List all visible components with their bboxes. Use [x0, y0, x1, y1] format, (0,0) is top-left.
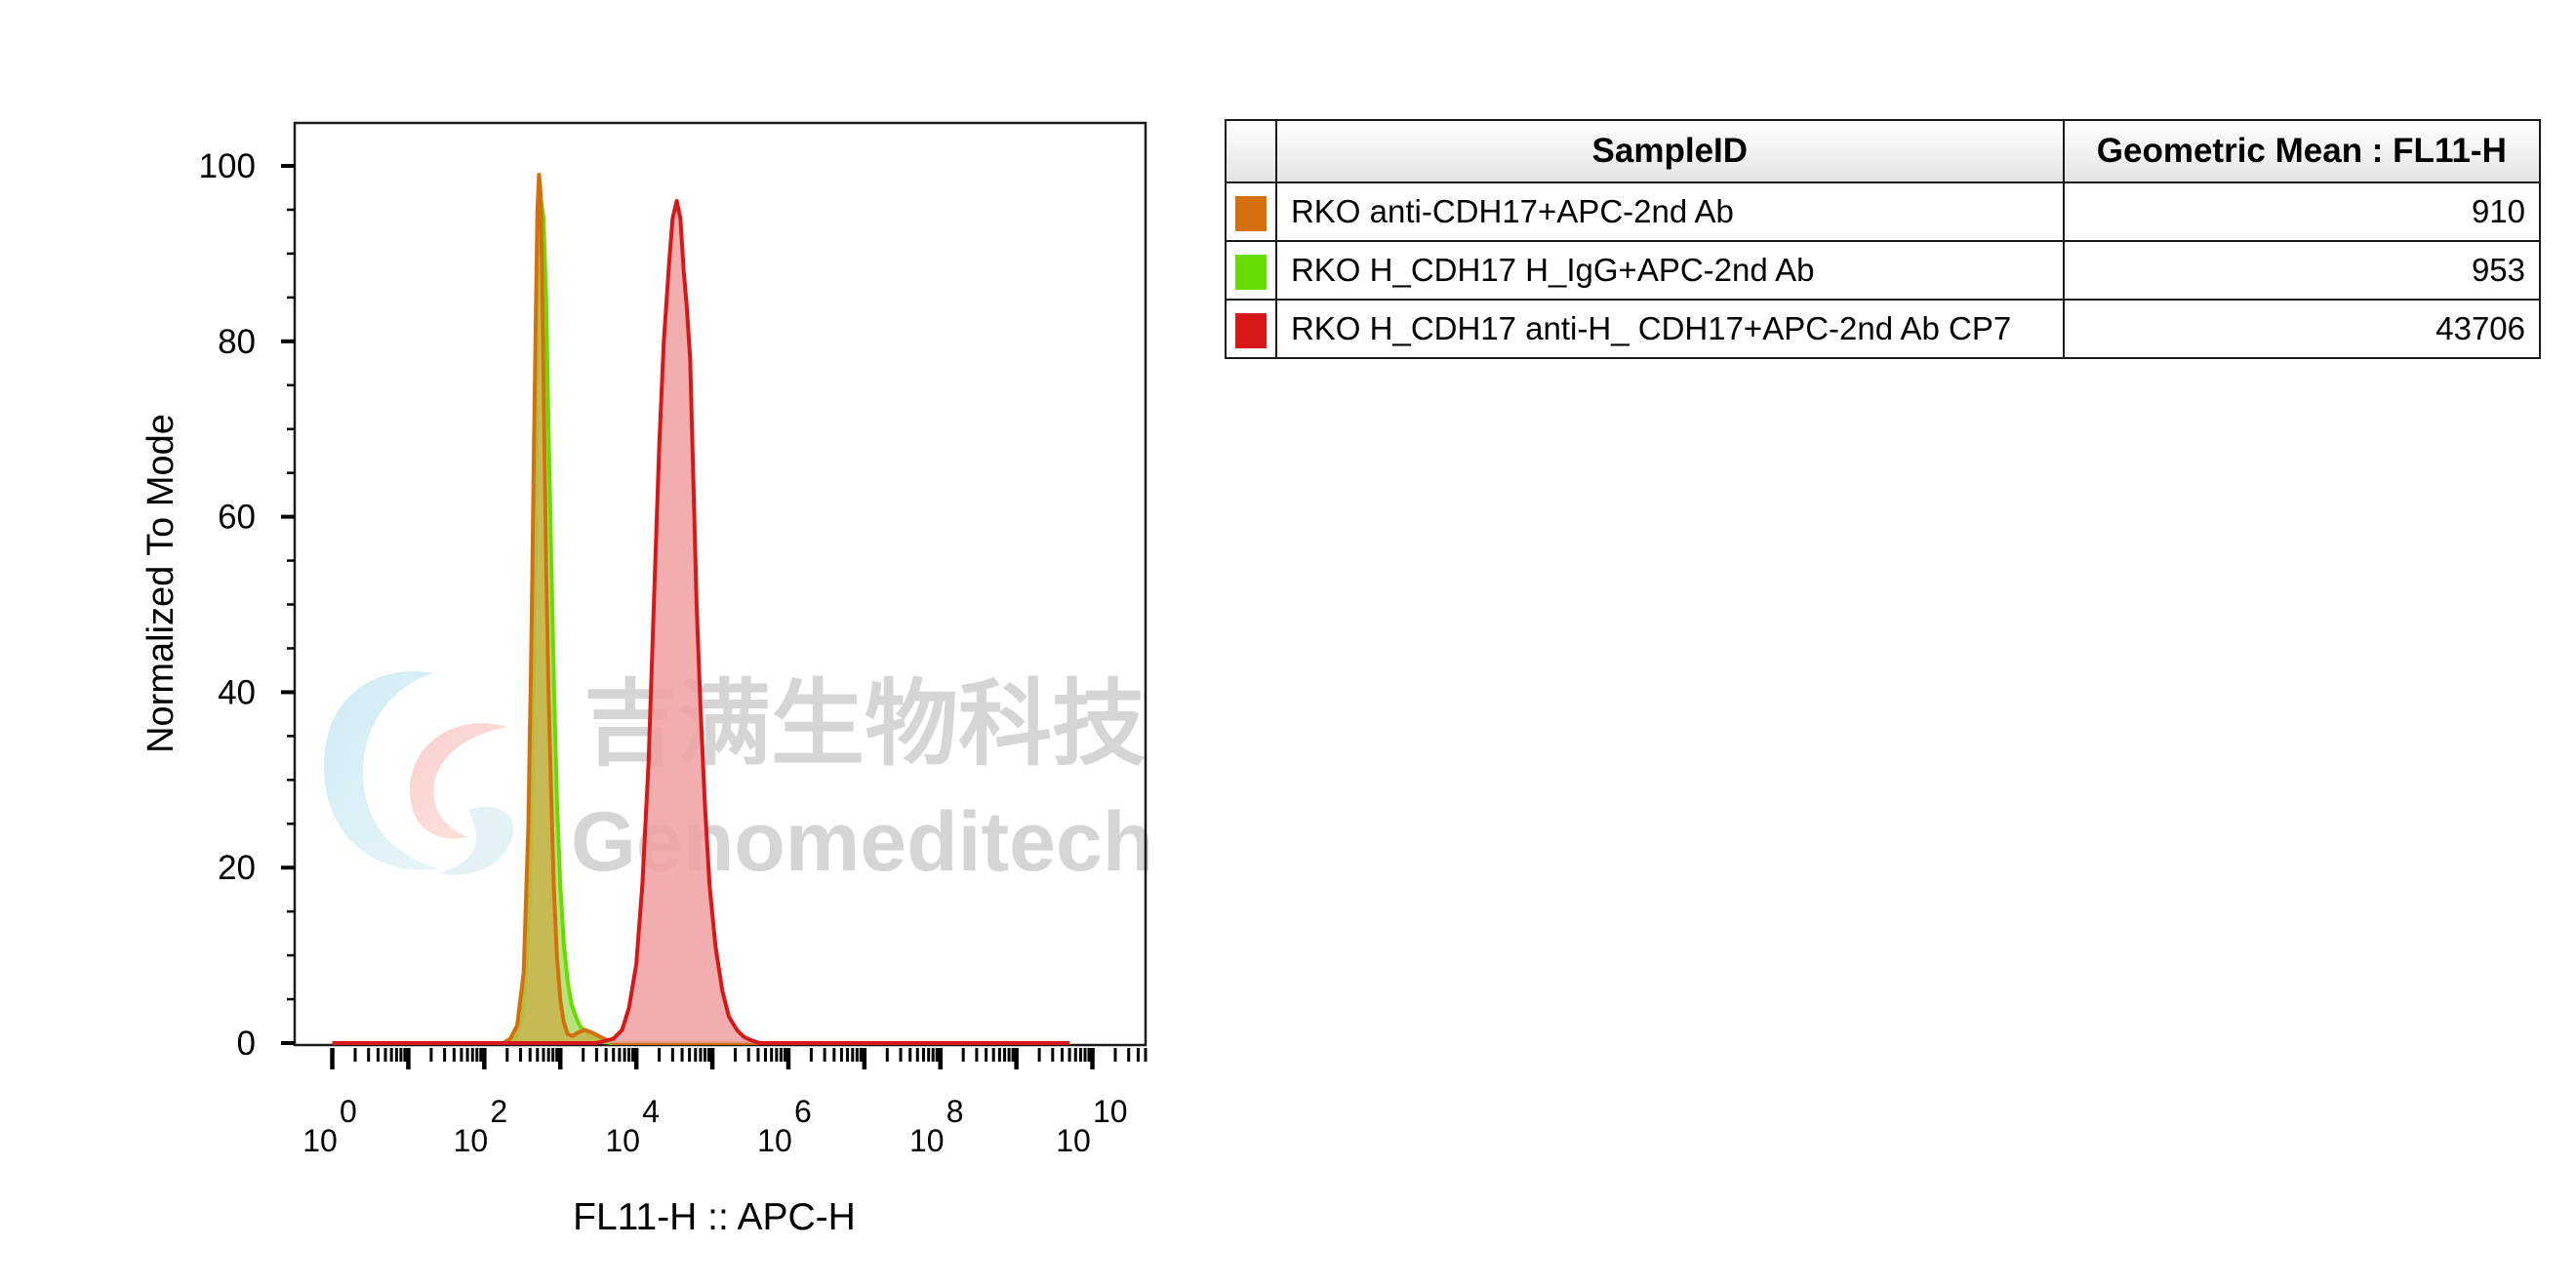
x-tick-label: 100 [302, 1094, 357, 1158]
legend-swatch-orange [1234, 195, 1267, 231]
legend-row: RKO H_CDH17 H_IgG+APC-2nd Ab 953 [1225, 240, 2542, 301]
y-tick-label: 40 [218, 673, 256, 711]
y-tick-label: 60 [218, 499, 256, 537]
legend-header-row: SampleID Geometric Mean : FL11-H [1225, 119, 2542, 183]
y-axis: 0 20 40 60 80 100 [199, 147, 295, 1063]
x-tick-label: 104 [605, 1094, 660, 1158]
series-layer [332, 173, 1070, 1045]
x-tick-label: 102 [454, 1094, 508, 1158]
x-tick-exponent: 2 [490, 1094, 507, 1129]
legend-header-sampleid: SampleID [1274, 119, 2065, 183]
plot-frame [293, 121, 1147, 1047]
x-tick-exponent: 10 [1093, 1094, 1128, 1129]
series-line-2 [332, 199, 1070, 1045]
legend-header-swatch [1225, 119, 1277, 183]
x-tick-exponent: 8 [946, 1094, 964, 1129]
x-tick-exponent: 4 [642, 1094, 660, 1129]
legend-sample-name: RKO anti-CDH17+APC-2nd Ab [1274, 181, 2065, 242]
watermark-logo [323, 670, 514, 875]
legend-sample-name: RKO H_CDH17 H_IgG+APC-2nd Ab [1274, 240, 2065, 301]
y-tick-label: 0 [237, 1025, 256, 1063]
legend-geomean-value: 910 [2062, 181, 2542, 242]
x-tick-label: 108 [909, 1094, 964, 1158]
y-axis-label: Normalized To Mode [141, 414, 181, 753]
y-tick-label: 100 [199, 147, 256, 185]
legend-header-geomean: Geometric Mean : FL11-H [2062, 119, 2542, 183]
legend-sample-name: RKO H_CDH17 anti-H_ CDH17+APC-2nd Ab CP7 [1274, 299, 2065, 359]
y-tick-label: 20 [218, 849, 256, 887]
series-fill-2 [332, 201, 1070, 1043]
x-tick-label: 106 [757, 1094, 812, 1158]
x-tick-base: 10 [1056, 1123, 1091, 1158]
legend-geomean-value: 953 [2062, 240, 2542, 301]
x-tick-exponent: 0 [340, 1094, 357, 1129]
x-tick-exponent: 6 [794, 1094, 812, 1129]
legend-swatch-green [1234, 254, 1267, 290]
legend-table: SampleID Geometric Mean : FL11-H RKO ant… [1225, 119, 2542, 359]
series-line-1 [332, 173, 1070, 1045]
legend-row: RKO H_CDH17 anti-H_ CDH17+APC-2nd Ab CP7… [1225, 299, 2542, 359]
legend-swatch-red [1234, 312, 1267, 348]
x-tick-base: 10 [757, 1123, 792, 1158]
x-tick-base: 10 [302, 1123, 338, 1158]
x-tick-base: 10 [605, 1123, 640, 1158]
x-tick-base: 10 [454, 1123, 489, 1158]
legend-geomean-value: 43706 [2062, 299, 2542, 359]
y-tick-label: 80 [218, 323, 256, 361]
legend-row: RKO anti-CDH17+APC-2nd Ab 910 [1225, 181, 2542, 242]
x-tick-base: 10 [909, 1123, 945, 1158]
x-axis-label: FL11-H :: APC-H [573, 1196, 856, 1238]
